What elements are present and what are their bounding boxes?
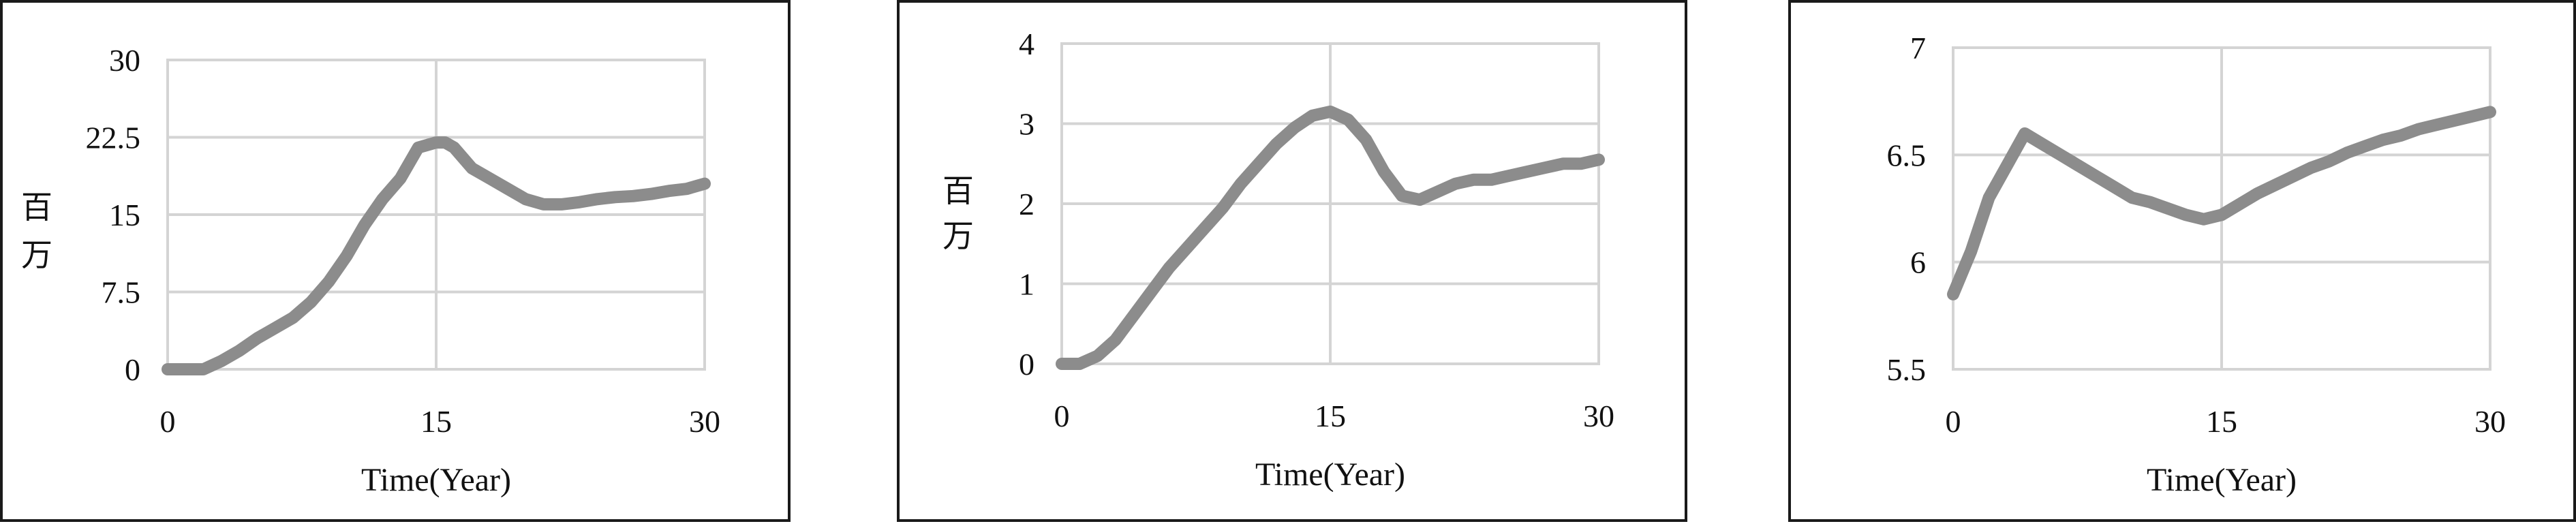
y-axis-label: 百 [942, 172, 974, 209]
series-line [1947, 106, 2496, 300]
x-tick-label: 0 [160, 404, 176, 439]
chart-panel-2: 0 1 2 3 4 0 15 30 Time(Year) 百万 [897, 0, 1687, 526]
y-axis-label: 万 [21, 236, 52, 273]
y-axis-label: 万 [942, 217, 974, 254]
y-tick-label: 5.5 [1887, 352, 1927, 387]
y-tick-label: 7 [1910, 31, 1926, 65]
y-axis-label: 百 [21, 189, 52, 226]
y-tick-label: 7.5 [102, 275, 141, 310]
x-tick-label: 15 [2206, 404, 2237, 439]
y-tick-label: 15 [109, 198, 140, 232]
y-tick-label: 0 [125, 352, 140, 387]
line-chart-1: 0 7.5 15 22.5 30 0 15 30 Time(Year) 百万 [0, 0, 791, 522]
y-tick-label: 4 [1019, 27, 1034, 61]
x-tick-label: 15 [420, 404, 452, 439]
chart-panel-3: 5.5 6 6.5 7 0 15 30 Time(Year) [1788, 0, 2576, 526]
x-tick-label: 30 [1583, 399, 1614, 433]
x-tick-label: 30 [2474, 404, 2506, 439]
x-axis-label: Time(Year) [1255, 457, 1405, 493]
y-tick-label: 0 [1019, 347, 1034, 382]
x-axis-label: Time(Year) [2147, 462, 2297, 498]
x-axis-label: Time(Year) [361, 462, 511, 498]
line-chart-3: 5.5 6 6.5 7 0 15 30 Time(Year) [1788, 0, 2576, 522]
x-tick-label: 30 [689, 404, 720, 439]
y-tick-label: 6.5 [1887, 138, 1927, 172]
series-line [1056, 105, 1605, 370]
y-tick-label: 6 [1910, 245, 1926, 280]
y-tick-label: 1 [1019, 267, 1034, 302]
y-tick-label: 22.5 [86, 121, 141, 155]
series-line [162, 136, 711, 375]
y-tick-label: 2 [1019, 187, 1034, 221]
chart-panel-1: 0 7.5 15 22.5 30 0 15 30 Time(Year) 百万 [0, 0, 791, 526]
line-chart-2: 0 1 2 3 4 0 15 30 Time(Year) 百万 [897, 0, 1687, 522]
y-tick-label: 30 [109, 43, 140, 78]
x-tick-label: 0 [1054, 399, 1070, 433]
x-tick-label: 0 [1946, 404, 1961, 439]
y-tick-label: 3 [1019, 107, 1034, 142]
x-tick-label: 15 [1315, 399, 1346, 433]
